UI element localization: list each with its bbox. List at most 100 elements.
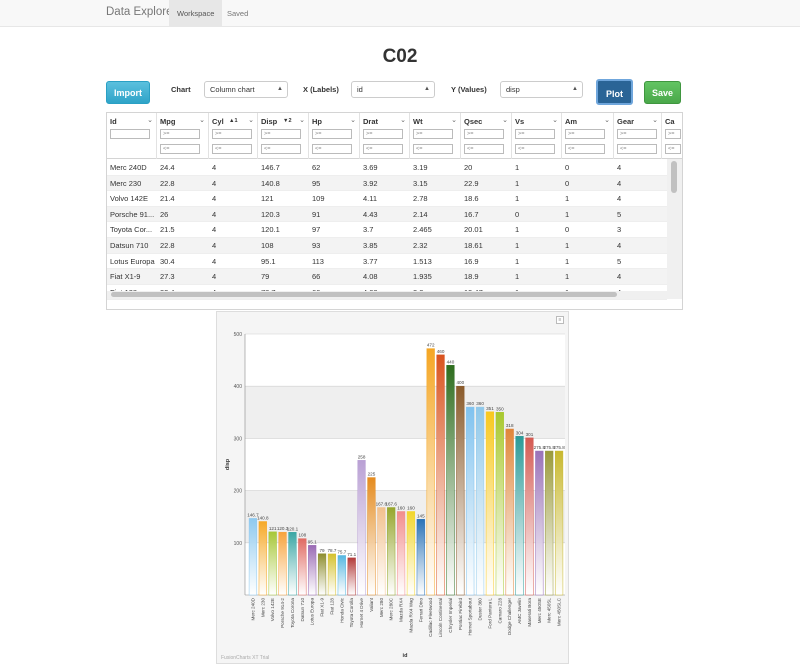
save-button[interactable]: Save	[644, 81, 681, 104]
column-header[interactable]: Mpg ⌄ >= <=	[157, 113, 209, 159]
max-filter-input[interactable]: <=	[312, 144, 352, 154]
min-filter-input[interactable]: >=	[565, 129, 605, 139]
column-menu-icon[interactable]: ⌄	[248, 117, 254, 124]
table-row[interactable]: Merc 240D 24.4 4 146.7 62 3.69 3.19 20 1 0 4	[107, 160, 667, 176]
tab-workspace[interactable]: Workspace	[169, 0, 223, 27]
min-filter-input[interactable]: >=	[363, 129, 403, 139]
table-row[interactable]: Merc 230 22.8 4 140.8 95 3.92 3.15 22.9 1 0 4	[107, 175, 667, 192]
column-header[interactable]: Cyl ▲1 ⌄ >= <=	[209, 113, 258, 159]
bar[interactable]	[317, 553, 327, 596]
column-header[interactable]: Id ⌄	[107, 113, 157, 159]
bar[interactable]	[387, 507, 396, 596]
bar[interactable]	[554, 450, 564, 596]
column-menu-icon[interactable]: ⌄	[451, 117, 457, 124]
vertical-scrollbar[interactable]	[667, 159, 682, 299]
column-menu-icon[interactable]: ⌄	[502, 117, 508, 124]
vertical-scroll-thumb[interactable]	[671, 161, 677, 193]
bar[interactable]	[367, 477, 376, 596]
bar[interactable]	[545, 450, 554, 596]
table-row[interactable]: Porsche 91... 26 4 120.3 91 4.43 2.14 16.7 0 1 5	[107, 206, 667, 223]
min-filter-input[interactable]: >=	[160, 129, 200, 139]
text-filter-input[interactable]	[110, 129, 150, 139]
column-menu-icon[interactable]: ⌄	[400, 117, 406, 124]
max-filter-input[interactable]: <=	[515, 144, 555, 154]
max-filter-input[interactable]: <=	[212, 144, 252, 154]
min-filter-input[interactable]: >=	[515, 129, 555, 139]
column-header[interactable]: Ca >= <=	[662, 113, 682, 159]
bar[interactable]	[258, 521, 267, 596]
bar[interactable]	[396, 511, 406, 596]
chart-type-select[interactable]: Column chart ▲	[204, 81, 288, 98]
max-filter-input[interactable]: <=	[363, 144, 403, 154]
column-menu-icon[interactable]: ⌄	[604, 117, 610, 124]
bar[interactable]	[495, 412, 504, 596]
max-filter-input[interactable]: <=	[464, 144, 504, 154]
bar[interactable]	[505, 428, 514, 596]
column-header[interactable]: Am ⌄ >= <=	[562, 113, 614, 159]
bar[interactable]	[327, 553, 337, 596]
min-filter-input[interactable]: >=	[464, 129, 504, 139]
max-filter-input[interactable]: <=	[617, 144, 657, 154]
column-header[interactable]: Qsec ⌄ >= <=	[461, 113, 512, 159]
bar[interactable]	[535, 450, 544, 596]
bar[interactable]	[347, 557, 356, 596]
bar[interactable]	[308, 545, 317, 596]
tab-saved[interactable]: Saved	[227, 9, 249, 18]
column-menu-icon[interactable]: ⌄	[552, 117, 558, 124]
plot-button[interactable]: Plot	[596, 79, 633, 105]
table-row[interactable]: Datsun 710 22.8 4 108 93 3.85 2.32 18.61 1 1 4	[107, 238, 667, 254]
max-filter-input[interactable]: <=	[565, 144, 605, 154]
bar[interactable]	[426, 348, 435, 596]
min-filter-input[interactable]: >=	[617, 129, 657, 139]
column-header[interactable]: Disp ▼2 ⌄ >= <=	[258, 113, 309, 159]
table-row[interactable]: Lotus Europa 30.4 4 95.1 113 3.77 1.513 16.9 1 1 5	[107, 254, 667, 270]
column-header[interactable]: Hp ⌄ >= <=	[309, 113, 360, 159]
column-header[interactable]: Drat ⌄ >= <=	[360, 113, 410, 159]
bar[interactable]	[446, 365, 455, 596]
bar[interactable]	[278, 531, 287, 596]
table-row[interactable]: Toyota Cor... 21.5 4 120.1 97 3.7 2.465 20.01 1 0…	[107, 222, 667, 238]
bar[interactable]	[406, 511, 416, 596]
max-filter-input[interactable]: <=	[665, 144, 681, 154]
bar[interactable]	[525, 437, 534, 596]
column-header[interactable]: Vs ⌄ >= <=	[512, 113, 562, 159]
chart-menu-icon[interactable]: ≡	[556, 316, 564, 324]
bar[interactable]	[475, 406, 485, 596]
column-header[interactable]: Wt ⌄ >= <=	[410, 113, 461, 159]
column-menu-icon[interactable]: ⌄	[350, 117, 356, 124]
column-menu-icon[interactable]: ⌄	[147, 117, 153, 124]
horizontal-scroll-thumb[interactable]	[111, 292, 617, 297]
table-row[interactable]: Volvo 142E 21.4 4 121 109 4.11 2.78 18.6 1 1 4	[107, 191, 667, 207]
import-button[interactable]: Import	[106, 81, 150, 104]
x-column-select[interactable]: id ▲	[351, 81, 435, 98]
horizontal-scrollbar[interactable]	[107, 291, 667, 299]
min-filter-input[interactable]: >=	[665, 129, 681, 139]
column-menu-icon[interactable]: ⌄	[199, 117, 205, 124]
bar[interactable]	[357, 460, 366, 596]
bar[interactable]	[515, 436, 524, 596]
bar[interactable]	[436, 354, 445, 596]
bar[interactable]	[485, 411, 495, 596]
bar[interactable]	[456, 385, 465, 596]
min-filter-input[interactable]: >=	[212, 129, 252, 139]
max-filter-input[interactable]: <=	[160, 144, 200, 154]
column-menu-icon[interactable]: ⌄	[652, 117, 658, 124]
bar[interactable]	[416, 519, 425, 596]
y-column-select[interactable]: disp ▲	[500, 81, 583, 98]
bar[interactable]	[377, 507, 386, 596]
brand-title[interactable]: Data Explorer	[106, 6, 177, 18]
bar[interactable]	[337, 555, 346, 596]
bar[interactable]	[288, 532, 297, 596]
column-header[interactable]: Gear ⌄ >= <=	[614, 113, 662, 159]
bar[interactable]	[248, 518, 258, 596]
min-filter-input[interactable]: >=	[413, 129, 453, 139]
table-row[interactable]: Fiat X1-9 27.3 4 79 66 4.08 1.935 18.9 1 1 4	[107, 269, 667, 285]
bar[interactable]	[298, 538, 307, 596]
bar[interactable]	[466, 406, 475, 596]
max-filter-input[interactable]: <=	[261, 144, 301, 154]
column-menu-icon[interactable]: ⌄	[299, 117, 305, 124]
max-filter-input[interactable]: <=	[413, 144, 453, 154]
min-filter-input[interactable]: >=	[312, 129, 352, 139]
bar[interactable]	[268, 531, 277, 596]
min-filter-input[interactable]: >=	[261, 129, 301, 139]
